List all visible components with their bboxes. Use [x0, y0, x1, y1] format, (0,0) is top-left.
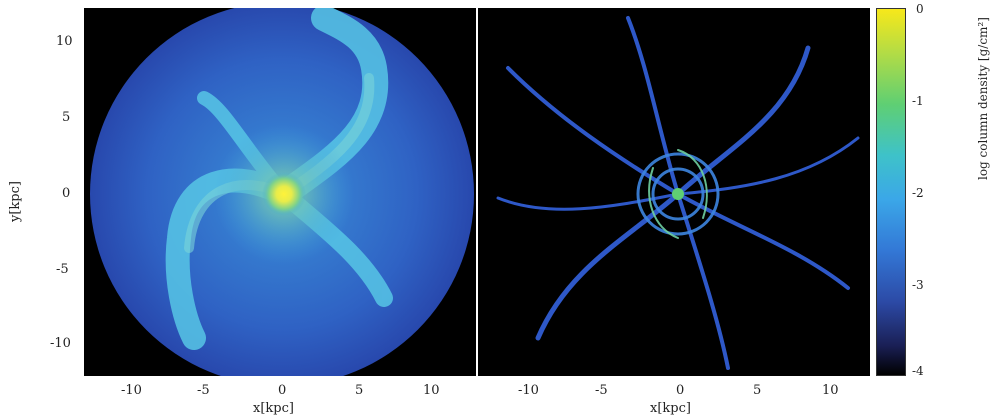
right-density-map — [478, 8, 870, 376]
galactic-core — [262, 172, 306, 216]
y-tick-label: 5 — [62, 110, 71, 125]
colorbar-tick-label: 0 — [916, 2, 924, 16]
y-tick-label: 0 — [62, 186, 71, 201]
x-tick-label: 5 — [355, 383, 364, 398]
colorbar-label: log column density [g/cm²] — [976, 17, 990, 180]
x-tick-label: 0 — [676, 383, 685, 398]
left-y-axis-label: y[kpc] — [8, 181, 23, 222]
x-tick-label: -10 — [121, 383, 142, 398]
x-tick-label: -10 — [518, 383, 539, 398]
y-tick-label: -5 — [56, 262, 69, 277]
colorbar-tick-label: -1 — [912, 94, 924, 108]
left-density-map — [84, 8, 476, 376]
y-tick-label: -10 — [50, 336, 71, 351]
x-tick-label: 10 — [822, 383, 839, 398]
x-tick-label: -5 — [197, 383, 210, 398]
galactic-core — [672, 188, 684, 200]
left-galaxy-image — [84, 8, 476, 376]
right-galaxy-image — [478, 8, 870, 376]
y-tick-label: 10 — [56, 34, 73, 49]
colorbar-tick-label: -2 — [912, 186, 924, 200]
colorbar-tick-label: -3 — [912, 278, 924, 292]
x-tick-label: 10 — [423, 383, 440, 398]
x-tick-label: 0 — [278, 383, 287, 398]
colorbar-tick-label: -4 — [912, 364, 924, 378]
left-x-axis-label: x[kpc] — [253, 401, 294, 416]
colorbar — [876, 8, 906, 376]
x-tick-label: -5 — [595, 383, 608, 398]
x-tick-label: 5 — [753, 383, 762, 398]
right-x-axis-label: x[kpc] — [650, 401, 691, 416]
